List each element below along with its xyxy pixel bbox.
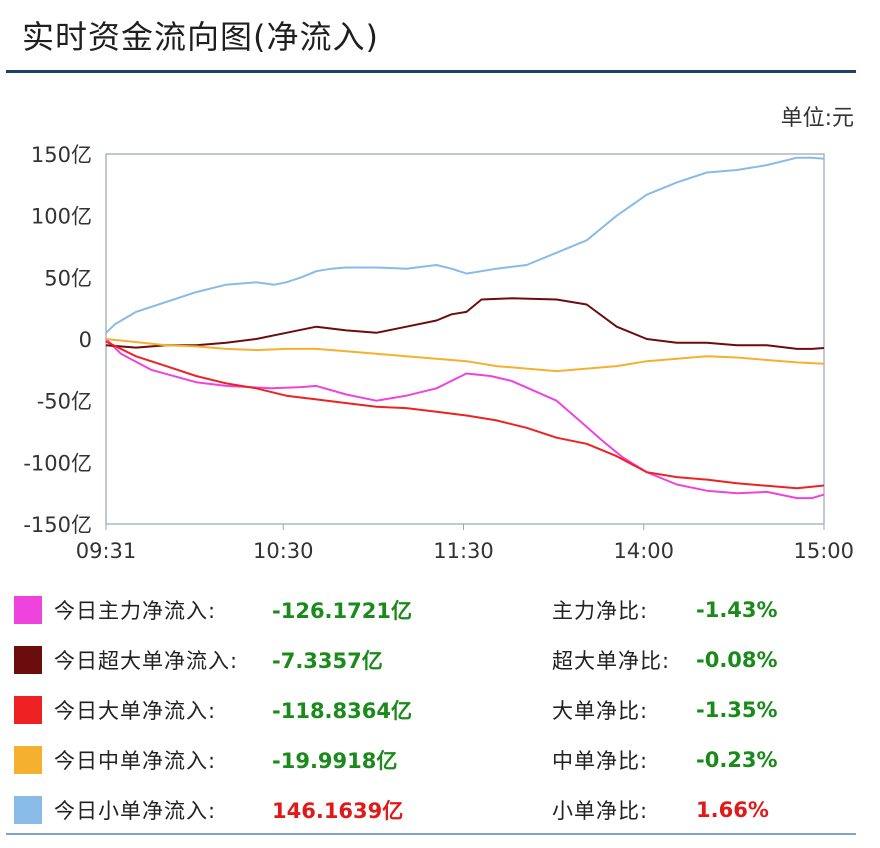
y-axis-ticks: 150亿 100亿 50亿 0 -50亿 -100亿 -150亿: [23, 143, 92, 537]
x-tick-label: 10:30: [253, 539, 314, 560]
legend-ratio: -1.35%: [696, 698, 778, 722]
legend-ratio-label: 中单净比:: [552, 749, 649, 773]
y-tick-label: -50亿: [37, 390, 92, 414]
legend-swatch: [14, 746, 42, 774]
legend-swatch: [14, 796, 42, 824]
y-tick-label: 150亿: [31, 143, 92, 167]
legend-ratio-label: 大单净比:: [552, 699, 649, 723]
legend-value: -118.8364亿: [272, 699, 412, 723]
legend-value: -126.1721亿: [272, 599, 412, 623]
bottom-divider: [6, 833, 856, 835]
legend-label: 今日小单净流入:: [54, 799, 217, 823]
legend-ratio: -1.43%: [696, 598, 778, 622]
y-tick-label: 100亿: [31, 205, 92, 229]
x-axis-ticks: 09:31 10:30 11:30 14:00 15:00: [76, 524, 854, 560]
legend-row: 今日超大单净流入: -7.3357亿 超大单净比: -0.08%: [14, 635, 864, 685]
legend-row: 今日大单净流入: -118.8364亿 大单净比: -1.35%: [14, 685, 864, 735]
series-layer: [105, 156, 825, 500]
legend-label: 今日超大单净流入:: [54, 649, 239, 673]
x-tick-label: 09:31: [76, 539, 137, 560]
legend-ratio-label: 小单净比:: [552, 799, 649, 823]
unit-label: 单位:元: [780, 106, 854, 131]
chart-title: 实时资金流向图(净流入): [22, 18, 379, 56]
legend: 今日主力净流入: -126.1721亿 主力净比: -1.43% 今日超大单净流入: -7…: [14, 585, 864, 835]
series-line-super-large: [105, 297, 825, 350]
x-tick-label: 11:30: [433, 539, 494, 560]
legend-ratio-label: 主力净比:: [552, 599, 649, 623]
y-tick-label: -100亿: [23, 451, 92, 475]
legend-ratio: 1.66%: [696, 798, 769, 822]
title-divider: [6, 70, 856, 73]
legend-swatch: [14, 646, 42, 674]
legend-label: 今日大单净流入:: [54, 699, 217, 723]
series-line-small: [105, 156, 825, 334]
legend-label: 今日主力净流入:: [54, 599, 217, 623]
y-tick-label: 50亿: [44, 266, 92, 290]
legend-ratio: -0.23%: [696, 748, 778, 772]
legend-row: 今日小单净流入: 146.1639亿 小单净比: 1.66%: [14, 785, 864, 835]
money-flow-chart: 150亿 100亿 50亿 0 -50亿 -100亿 -150亿 09:31 10:30 11:…: [23, 143, 854, 560]
series-line-large: [105, 340, 825, 490]
legend-swatch: [14, 596, 42, 624]
legend-value: -19.9918亿: [272, 749, 398, 773]
x-tick-label: 15:00: [793, 539, 854, 560]
legend-label: 今日中单净流入:: [54, 749, 217, 773]
x-tick-label: 14:00: [613, 539, 674, 560]
legend-ratio-label: 超大单净比:: [552, 649, 671, 673]
y-tick-label: -150亿: [23, 513, 92, 537]
legend-value: -7.3357亿: [272, 649, 383, 673]
plot-area: [105, 153, 825, 525]
legend-row: 今日中单净流入: -19.9918亿 中单净比: -0.23%: [14, 735, 864, 785]
legend-swatch: [14, 696, 42, 724]
y-tick-label: 0: [79, 328, 92, 352]
legend-value: 146.1639亿: [272, 799, 404, 823]
legend-ratio: -0.08%: [696, 648, 778, 672]
legend-row: 今日主力净流入: -126.1721亿 主力净比: -1.43%: [14, 585, 864, 635]
series-line-medium: [105, 338, 825, 373]
